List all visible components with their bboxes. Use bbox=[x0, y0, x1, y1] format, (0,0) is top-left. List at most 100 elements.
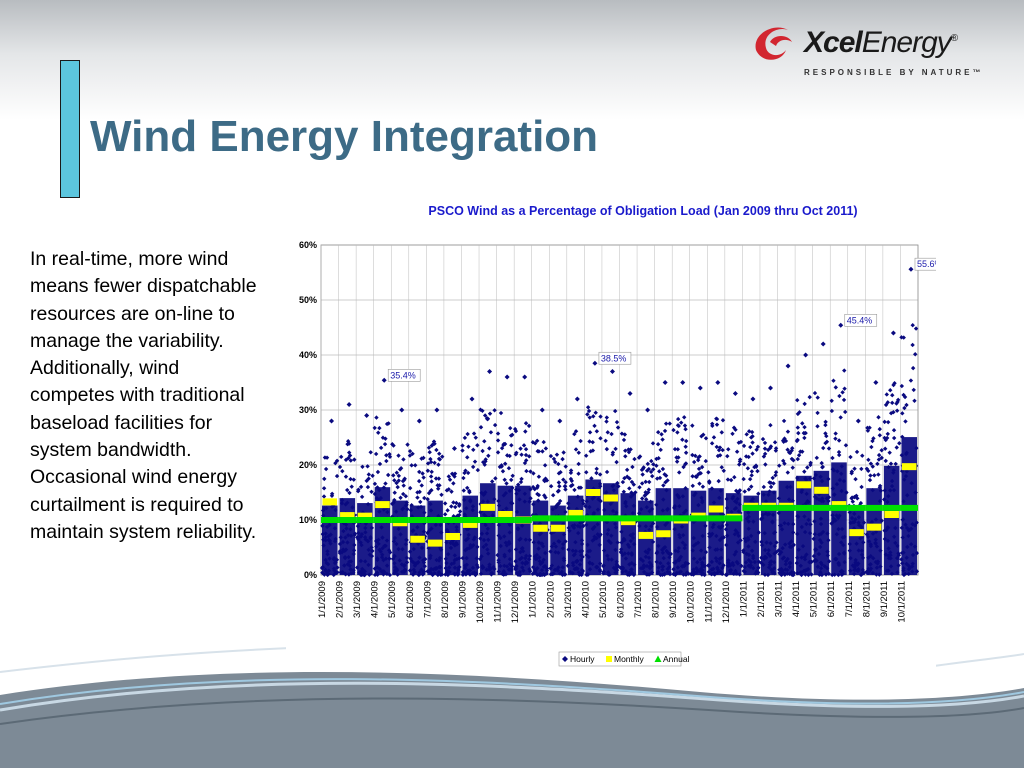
hourly-peak-point bbox=[574, 396, 580, 402]
hourly-point bbox=[475, 443, 480, 448]
hourly-point bbox=[864, 466, 870, 471]
hourly-dense-band bbox=[866, 488, 882, 575]
legend-hourly-marker bbox=[562, 656, 568, 662]
x-tick-label: 2/1/2010 bbox=[545, 581, 556, 618]
hourly-point bbox=[821, 445, 826, 451]
hourly-point bbox=[820, 464, 825, 470]
hourly-peak-point bbox=[329, 418, 335, 424]
hourly-dense-band bbox=[550, 505, 566, 575]
hourly-point bbox=[876, 472, 881, 477]
hourly-point bbox=[800, 449, 805, 454]
hourly-point bbox=[623, 454, 628, 459]
hourly-point bbox=[640, 496, 645, 501]
hourly-point bbox=[749, 469, 755, 474]
hourly-point bbox=[854, 449, 860, 455]
annual-marker bbox=[759, 504, 778, 511]
hourly-point bbox=[338, 454, 344, 460]
hourly-point bbox=[741, 476, 746, 482]
xcel-swirl-icon bbox=[755, 27, 792, 60]
hourly-point bbox=[391, 473, 396, 478]
annual-marker bbox=[672, 515, 690, 522]
hourly-dense-band bbox=[322, 505, 338, 575]
hourly-dense-band bbox=[831, 462, 847, 575]
hourly-point bbox=[374, 415, 379, 420]
legend-label: Monthly bbox=[614, 654, 645, 664]
hourly-point bbox=[833, 436, 838, 441]
hourly-point bbox=[887, 450, 892, 455]
hourly-point bbox=[683, 427, 688, 432]
legend-box bbox=[558, 651, 682, 667]
hourly-point bbox=[492, 408, 497, 413]
hourly-point bbox=[911, 387, 916, 393]
x-tick-label: 9/1/2011 bbox=[879, 581, 890, 617]
annual-marker bbox=[777, 504, 796, 511]
hourly-point bbox=[773, 446, 779, 451]
annual-marker bbox=[514, 517, 532, 523]
hourly-point bbox=[492, 422, 498, 428]
hourly-point bbox=[523, 421, 529, 426]
hourly-point bbox=[893, 461, 898, 467]
hourly-point bbox=[836, 449, 842, 455]
hourly-point bbox=[506, 466, 512, 471]
hourly-point bbox=[651, 467, 656, 472]
hourly-point bbox=[833, 431, 838, 436]
hourly-point bbox=[866, 457, 871, 463]
hourly-peak-point bbox=[592, 360, 598, 366]
hourly-point bbox=[507, 425, 513, 431]
hourly-point bbox=[843, 443, 849, 448]
hourly-point bbox=[794, 438, 800, 444]
hourly-point bbox=[436, 476, 442, 481]
hourly-point bbox=[345, 487, 350, 493]
hourly-point bbox=[842, 386, 847, 391]
annual-marker bbox=[900, 504, 918, 511]
hourly-peak-point bbox=[609, 369, 615, 374]
hourly-point bbox=[642, 493, 647, 498]
hourly-point bbox=[891, 428, 897, 433]
hourly-point bbox=[487, 411, 493, 416]
hourly-point bbox=[382, 441, 388, 447]
hourly-point bbox=[613, 446, 618, 452]
hourly-peak-point bbox=[908, 266, 914, 272]
hourly-point bbox=[795, 397, 800, 403]
slide-title: Wind Energy Integration bbox=[90, 112, 599, 161]
hourly-point bbox=[875, 461, 880, 467]
hourly-point bbox=[413, 463, 418, 468]
hourly-point bbox=[573, 447, 579, 452]
hourly-point bbox=[755, 468, 760, 474]
hourly-point bbox=[902, 394, 908, 400]
monthly-marker bbox=[445, 533, 460, 540]
hourly-point bbox=[865, 425, 870, 431]
hourly-point bbox=[445, 508, 450, 513]
hourly-point bbox=[471, 431, 477, 436]
y-tick-label: 60% bbox=[299, 240, 317, 250]
hourly-point bbox=[802, 424, 807, 430]
hourly-peak-point bbox=[487, 369, 493, 374]
hourly-point bbox=[387, 451, 392, 457]
hourly-point bbox=[763, 462, 768, 467]
hourly-point bbox=[737, 462, 742, 467]
hourly-point bbox=[797, 410, 802, 415]
hourly-peak-point bbox=[838, 322, 844, 328]
hourly-point bbox=[848, 454, 853, 460]
hourly-point bbox=[802, 469, 807, 474]
hourly-point bbox=[504, 481, 509, 486]
hourly-point bbox=[470, 464, 476, 470]
hourly-point bbox=[377, 425, 382, 431]
hourly-point bbox=[765, 447, 771, 453]
hourly-point bbox=[789, 448, 794, 453]
hourly-point bbox=[888, 388, 893, 393]
hourly-point bbox=[750, 440, 755, 445]
hourly-point bbox=[395, 484, 400, 490]
legend-label: Hourly bbox=[570, 654, 595, 664]
peak-label-box bbox=[598, 351, 632, 365]
hourly-dense-band bbox=[848, 505, 865, 575]
hourly-peak-point bbox=[715, 380, 721, 385]
hourly-point bbox=[403, 494, 409, 499]
hourly-point bbox=[852, 466, 857, 471]
hourly-point bbox=[614, 419, 620, 425]
y-tick-label: 10% bbox=[299, 515, 317, 525]
hourly-point bbox=[800, 421, 805, 426]
hourly-point bbox=[883, 402, 889, 408]
hourly-point bbox=[837, 393, 842, 399]
x-tick-label: 6/1/2011 bbox=[826, 581, 837, 617]
